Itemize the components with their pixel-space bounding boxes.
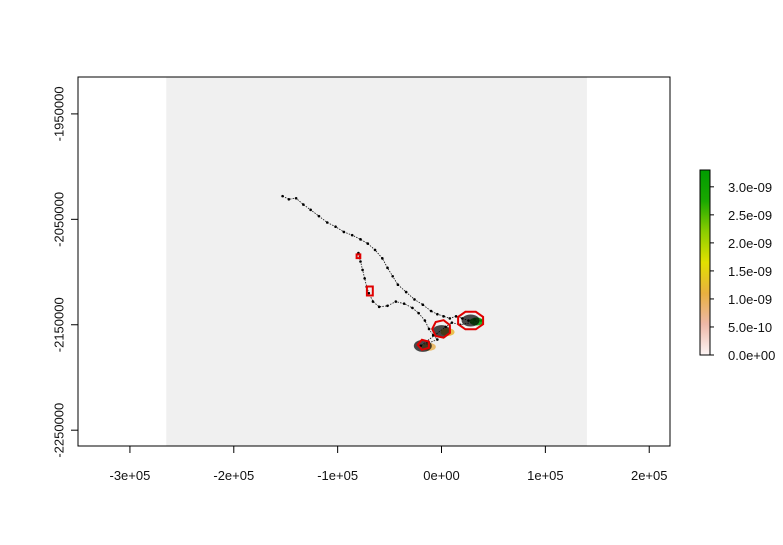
track-point xyxy=(366,242,370,245)
track-point xyxy=(429,309,433,313)
track-point xyxy=(421,303,425,307)
y-tick-label: -2050000 xyxy=(51,192,66,247)
track-point xyxy=(436,338,439,341)
track-point xyxy=(448,317,452,320)
track-line-main xyxy=(282,195,475,321)
track-point xyxy=(386,266,389,270)
x-axis: -3e+05 -2e+05 -1e+05 0e+00 1e+05 2e+05 xyxy=(110,445,668,483)
track-point xyxy=(302,203,305,206)
track-point xyxy=(436,312,439,316)
x-tick-label: -1e+05 xyxy=(317,468,358,483)
track-point xyxy=(427,327,431,331)
y-tick-label: -2150000 xyxy=(51,297,66,352)
x-tick-label: 2e+05 xyxy=(631,468,668,483)
kde-contour xyxy=(365,285,374,297)
x-tick-label: -2e+05 xyxy=(213,468,254,483)
colorbar-tick-label: 5.0e-10 xyxy=(728,320,772,335)
track-point xyxy=(404,290,408,294)
track-point xyxy=(402,302,406,305)
colorbar-tick-label: 0.0e+00 xyxy=(728,348,775,363)
y-axis: -1950000 -2050000 -2150000 -2250000 xyxy=(51,86,79,458)
track-point xyxy=(342,230,346,234)
colorbar-tick-label: 2.5e-09 xyxy=(728,208,772,223)
kde-contour xyxy=(431,319,451,339)
kde-contour xyxy=(416,338,430,351)
colorbar-tick-label: 1.5e-09 xyxy=(728,264,772,279)
track-point xyxy=(325,221,329,224)
track-point xyxy=(417,311,420,315)
track-point xyxy=(281,194,284,198)
track-point xyxy=(294,196,298,200)
track-point xyxy=(373,248,377,252)
kde-contour xyxy=(457,310,485,331)
track-point xyxy=(350,233,354,237)
kde-contour xyxy=(355,253,362,260)
track-point xyxy=(377,305,381,309)
track-point xyxy=(334,225,337,229)
kde-contours xyxy=(355,253,485,351)
track-point xyxy=(396,283,400,286)
y-tick-label: -1950000 xyxy=(51,86,66,141)
track-point xyxy=(371,300,375,303)
track-point xyxy=(363,277,366,280)
track-point-cluster xyxy=(432,325,451,338)
track-point xyxy=(359,238,362,241)
track-point xyxy=(367,291,371,295)
colorbar-tick-label: 2.0e-09 xyxy=(728,236,772,251)
track-point xyxy=(431,334,435,337)
y-tick-label: -2250000 xyxy=(51,403,66,458)
track-point-cluster xyxy=(461,314,480,327)
track-point xyxy=(287,197,291,201)
track-point xyxy=(454,315,458,318)
x-tick-label: -3e+05 xyxy=(110,468,151,483)
colorbar-ramp xyxy=(699,169,711,356)
density-colorbar: 3.0e-09 2.5e-09 2.0e-09 1.5e-09 1.0e-09 5.0e-… xyxy=(699,169,775,363)
track-point xyxy=(391,274,394,278)
colorbar-tick-label: 1.0e-09 xyxy=(728,292,772,307)
density-hotspots xyxy=(413,314,484,352)
raster-background xyxy=(166,77,587,446)
colorbar-tick-label: 3.0e-09 xyxy=(728,180,772,195)
track-point xyxy=(442,315,445,318)
x-tick-label: 1e+05 xyxy=(527,468,564,483)
track-point xyxy=(361,268,364,272)
track-point xyxy=(386,304,389,308)
track-point xyxy=(450,321,454,324)
track-point xyxy=(411,306,414,310)
track-point xyxy=(317,214,321,218)
track-point xyxy=(423,319,427,322)
x-tick-label: 0e+00 xyxy=(423,468,460,483)
track-point xyxy=(359,260,362,263)
track-point xyxy=(309,208,312,212)
track-point xyxy=(381,257,384,260)
track-point xyxy=(394,300,398,303)
track-point xyxy=(413,298,416,301)
